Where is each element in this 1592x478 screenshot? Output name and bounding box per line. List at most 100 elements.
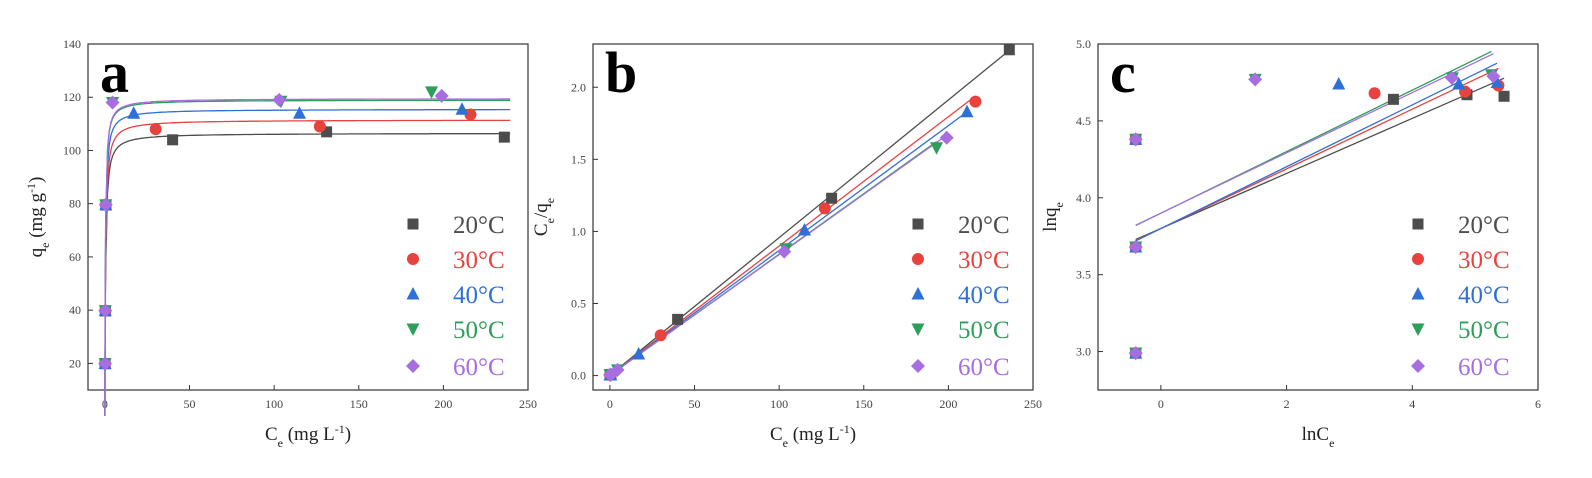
panel-a-xtick-label: 100 (265, 397, 283, 411)
panel-a-data-point (98, 303, 113, 318)
panel-a-fit-line (104, 99, 511, 416)
panel-b-xtick-label: 100 (770, 397, 788, 411)
panel-c-data-point (1128, 239, 1143, 254)
panel-a-legend: 20°C 30°C 40°C 50°C 60°C (406, 212, 505, 381)
panel-b-xtick-label: 200 (939, 397, 957, 411)
panel-b-legend-label: 60°C (958, 354, 1010, 381)
panel-a-data-point (498, 131, 510, 143)
panel-c-data-point (1368, 87, 1381, 100)
panel-b-legend-label: 50°C (958, 317, 1010, 344)
panel-b-xtick-label: 50 (689, 397, 701, 411)
panel-c-letter: c (1110, 40, 1136, 105)
panel-a-ytick-label: 100 (63, 143, 81, 157)
panel-c-data-point (1128, 132, 1143, 147)
panel-b-ytick-label: 0.0 (571, 369, 586, 383)
panel-a-fit-line (104, 98, 511, 416)
panel-c-data-point (1452, 76, 1466, 90)
panel-c-legend-marker (1412, 218, 1424, 230)
panel-c-data-point (1498, 90, 1510, 102)
panel-b-letter: b (605, 40, 637, 105)
panel-a-data-point (167, 134, 179, 146)
panel-b-data-point (826, 192, 838, 204)
panel-a-xtick-label: 200 (434, 397, 452, 411)
panel-c-data-point (1332, 76, 1346, 90)
panel-b-data-point (930, 142, 944, 155)
panel-c-data-point (1387, 93, 1399, 105)
panel-c-xtick-label: 2 (1284, 397, 1290, 411)
panel-b-data-point (610, 362, 625, 377)
panel-c-xtick-label: 4 (1409, 397, 1415, 411)
panel-a-legend-label: 30°C (453, 247, 505, 274)
panel-a-legend-label: 40°C (453, 282, 505, 309)
panel-a-xtick-label: 150 (350, 397, 368, 411)
panel-c-legend-marker (1411, 323, 1425, 336)
panel-b-ytick-label: 1.5 (571, 152, 586, 166)
panel-a-data-point (425, 86, 439, 99)
panel-a-data-point (313, 120, 326, 133)
panel-b-data-point (1003, 44, 1015, 56)
panel-b-ytick-label: 0.5 (571, 297, 586, 311)
panel-c: 0 2 4 6 3.0 3.5 4.0 4.5 5.0 lnCe lnqe c 20°C 30°C 40°C… (1040, 37, 1541, 450)
panel-b-xtick-label: 150 (855, 397, 873, 411)
panel-a-data-point (149, 123, 162, 136)
panel-c-legend: 20°C 30°C 40°C 50°C 60°C (1411, 212, 1510, 381)
panel-b-frame (592, 43, 1034, 391)
panel-b-data-point (960, 104, 974, 118)
panel-b-legend-marker (911, 287, 925, 300)
panel-b-legend-marker (911, 359, 925, 373)
panel-b-data-point (672, 313, 684, 325)
panel-b-legend-label: 20°C (958, 212, 1010, 239)
panel-a-legend-label: 60°C (453, 354, 505, 381)
panel-c-ytick-label: 4.5 (1076, 114, 1091, 128)
panel-b-data-point (798, 222, 812, 236)
panel-a-fit-line (104, 108, 511, 416)
panel-b-xtick-label: 0 (607, 397, 613, 411)
panel-a-data-point (464, 108, 477, 121)
panel-c-xlabel: lnCe (1302, 424, 1335, 450)
panel-b-fit-line (609, 49, 1010, 376)
panel-a-ytick-label: 60 (69, 250, 81, 264)
panel-a-data-point (272, 92, 287, 107)
panel-c-fit-line (1135, 77, 1505, 241)
panel-c-legend-label: 50°C (1458, 317, 1510, 344)
panel-a-fit-line (104, 119, 511, 416)
panel-b-ylabel: Ce/qe (531, 198, 557, 236)
panel-a-ytick-label: 40 (69, 303, 81, 317)
panel-c-ylabel: lnqe (1040, 202, 1066, 232)
panel-a-data-point (455, 102, 469, 115)
panel-a-legend-marker (406, 287, 420, 300)
panel-a-ytick-label: 20 (69, 356, 81, 370)
panel-c-legend-label: 40°C (1458, 282, 1510, 309)
panel-a-data-point (105, 95, 120, 110)
panel-a-frame (87, 43, 529, 391)
panel-a-fit-line (104, 132, 511, 416)
panel-a-data-point (98, 356, 113, 371)
panel-a-legend-label: 50°C (453, 317, 505, 344)
panel-a-ytick-label: 80 (69, 197, 81, 211)
panel-a-data-point (321, 126, 333, 138)
panel-c-data-point (1486, 69, 1501, 84)
panel-c-legend-label: 20°C (1458, 212, 1510, 239)
panel-a-legend-label: 20°C (453, 212, 505, 239)
panel-a-xtick-label: 250 (519, 397, 537, 411)
panel-b-xtick-label: 250 (1024, 397, 1042, 411)
panel-a-xlabel: Ce (mg L-1) (265, 422, 351, 450)
panel-b-data-point (777, 244, 792, 259)
panel-b-legend-label: 30°C (958, 247, 1010, 274)
panel-b-legend-label: 40°C (958, 282, 1010, 309)
panel-a-ytick-label: 140 (63, 37, 81, 51)
panel-c-xtick-label: 0 (1158, 397, 1164, 411)
panel-c-fit-line (1135, 53, 1494, 226)
panel-b-data-point (939, 130, 954, 145)
panel-c-frame (1097, 43, 1539, 391)
panel-b-ytick-label: 1.0 (571, 224, 586, 238)
panel-b: 0 50 100 150 200 250 0.0 0.5 1.0 1.5 2.0 Ce (mg L-1… (531, 40, 1042, 450)
panel-c-legend-marker (1411, 287, 1425, 300)
panel-b-ytick-label: 2.0 (571, 80, 586, 94)
panel-b-xlabel: Ce (mg L-1) (770, 422, 856, 450)
panel-c-xtick-label: 6 (1535, 397, 1541, 411)
panel-a-data-point (98, 197, 113, 212)
panel-b-legend-marker (911, 323, 925, 336)
